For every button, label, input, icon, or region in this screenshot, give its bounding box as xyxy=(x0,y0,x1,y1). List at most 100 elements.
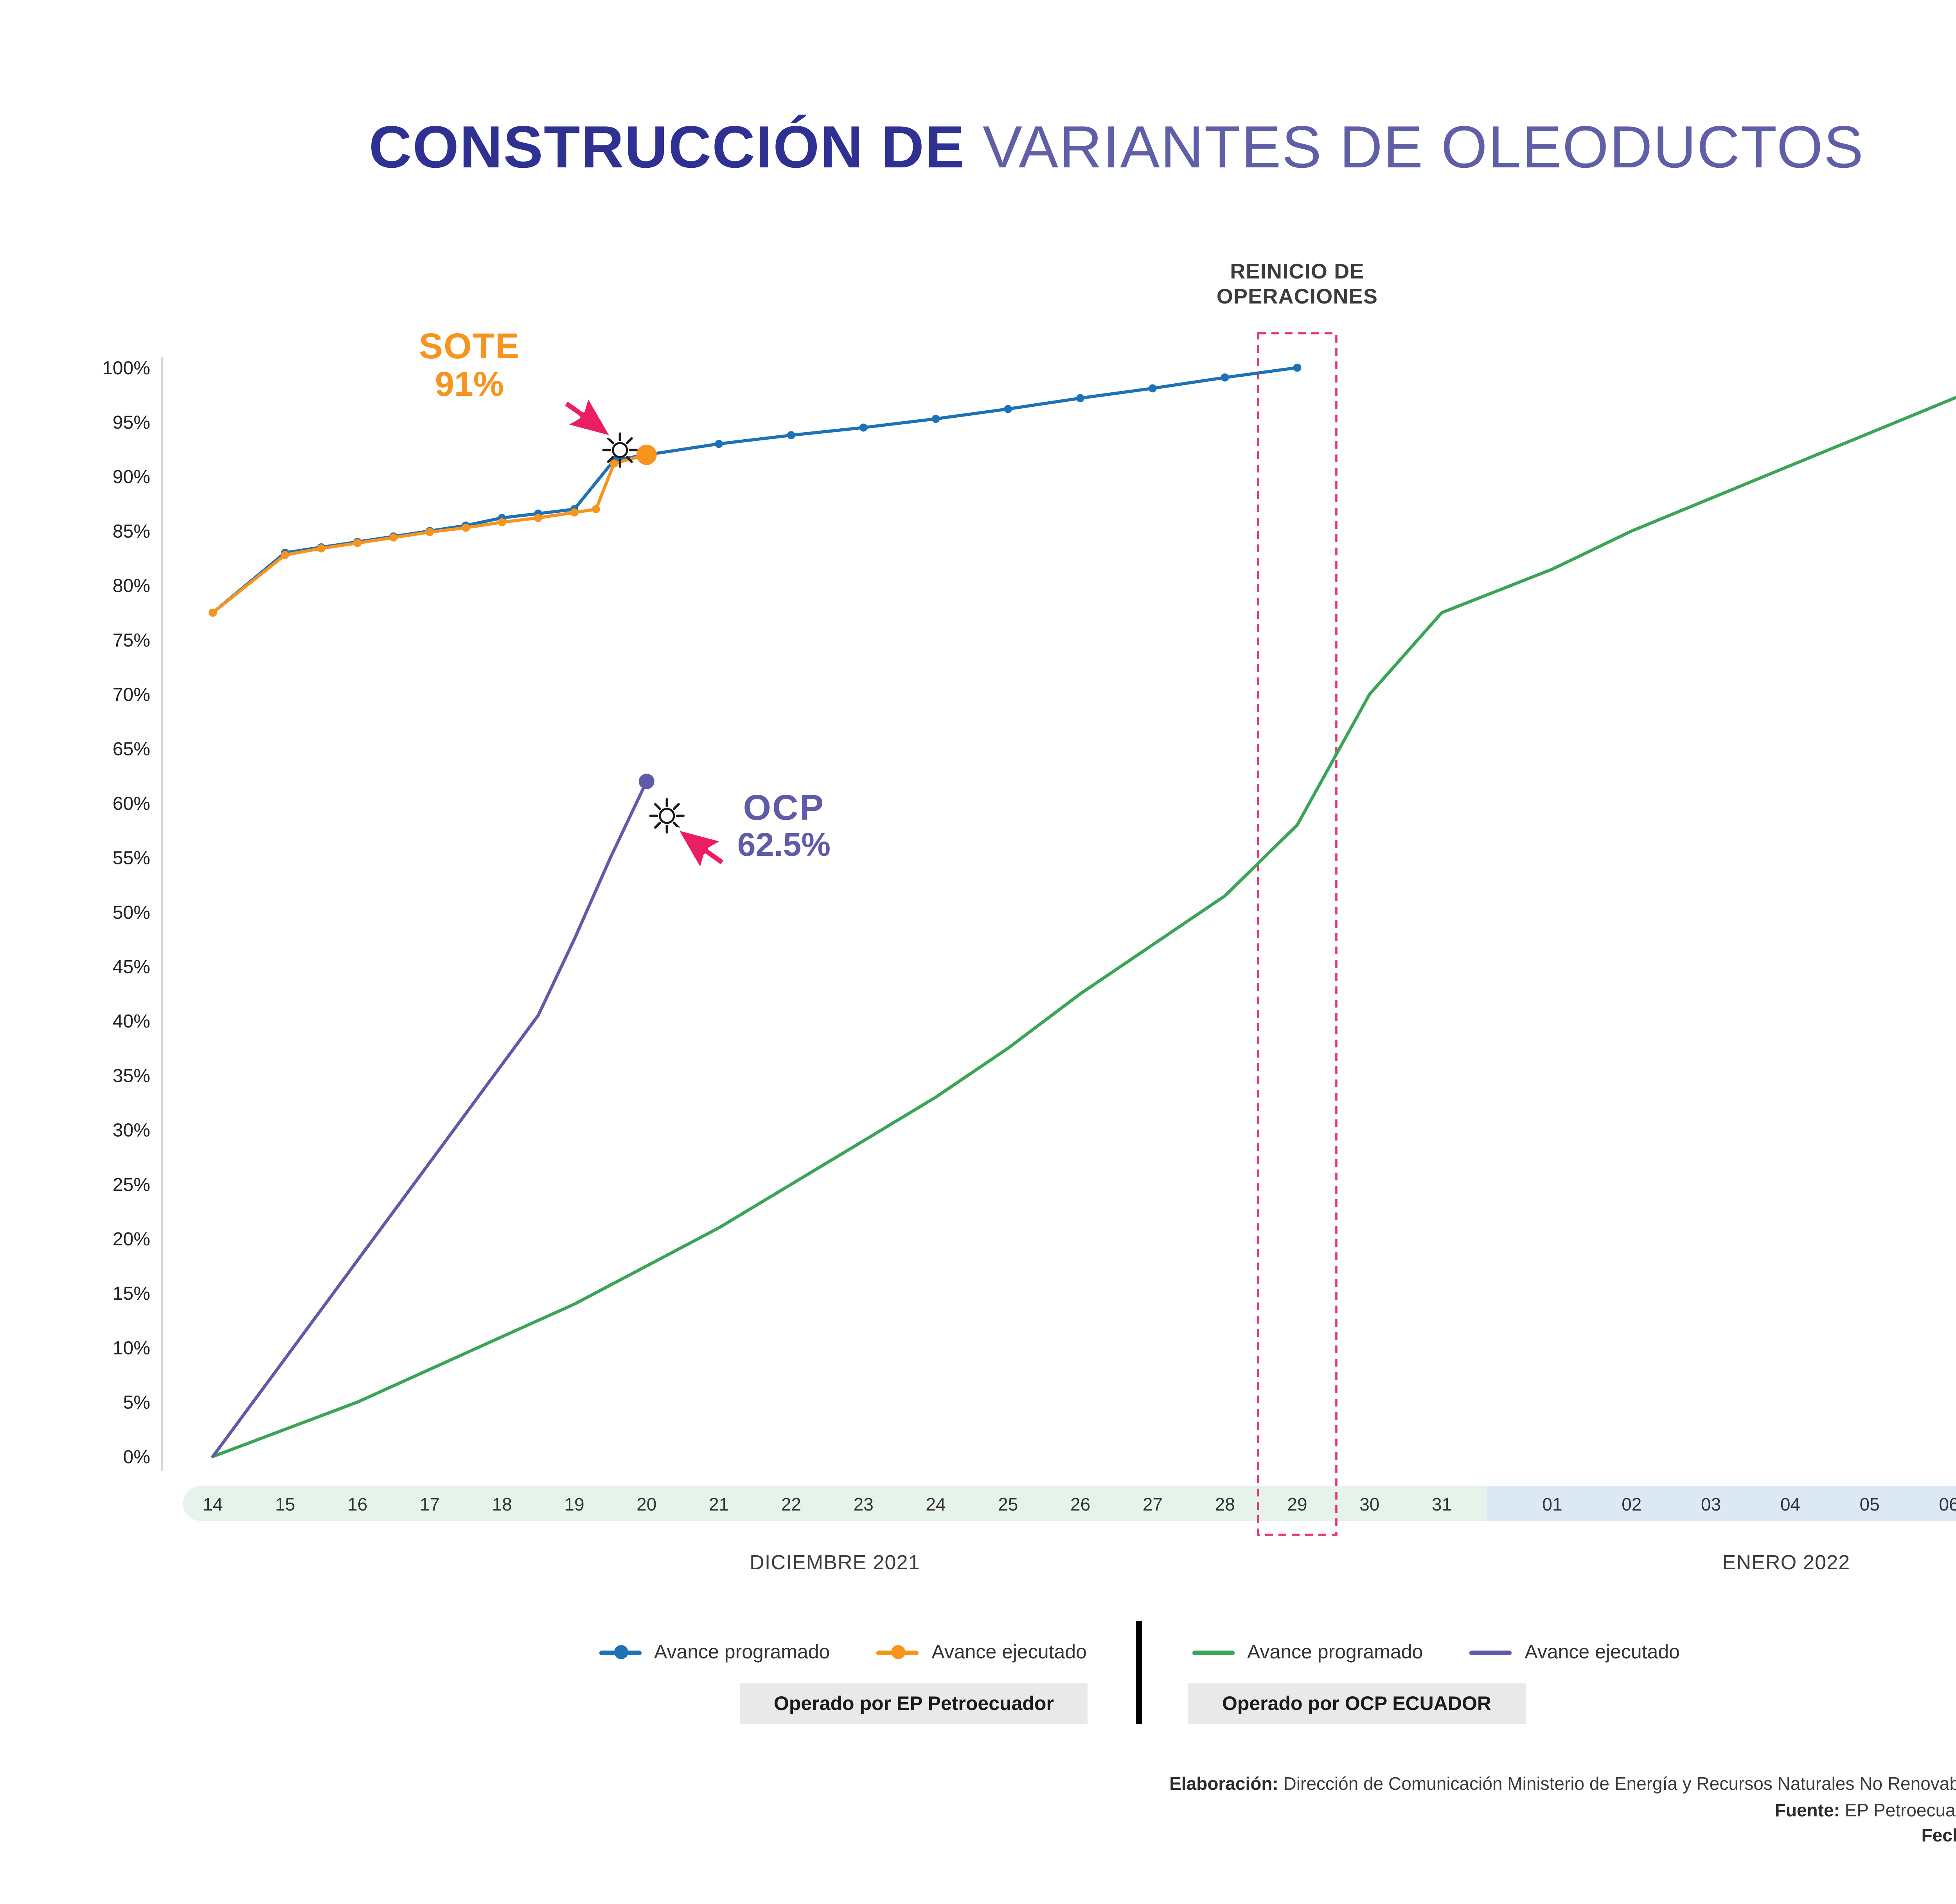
ocp-callout: OCP 62.5% xyxy=(701,787,867,864)
legend-item-ocp-programado: Avance programado xyxy=(1192,1641,1423,1663)
y-tick-label: 70% xyxy=(113,684,150,705)
x-tick-label: 30 xyxy=(1359,1494,1379,1514)
x-tick-label: 14 xyxy=(203,1494,223,1514)
legend-label-ocp-ejecutado: Avance ejecutado xyxy=(1525,1641,1680,1663)
legend-label-sote-programado: Avance programado xyxy=(654,1641,830,1663)
series-end-dot-ocp_ejecutado xyxy=(638,773,654,789)
series-end-dot-sote_ejecutado xyxy=(636,444,657,465)
reinicio-line2: OPERACIONES xyxy=(1216,285,1378,309)
x-tick-label: 03 xyxy=(1701,1494,1721,1514)
y-tick-label: 60% xyxy=(113,793,150,814)
series-marker xyxy=(787,431,795,440)
credits-elaboracion-label: Elaboración: xyxy=(1169,1776,1278,1794)
legend-label-sote-ejecutado: Avance ejecutado xyxy=(931,1641,1087,1663)
x-tick-label: 15 xyxy=(275,1494,295,1514)
operator-badge-ocp-ecuador: Operado por OCP ECUADOR xyxy=(1188,1683,1526,1724)
series-marker xyxy=(534,514,542,522)
series-marker xyxy=(353,539,361,547)
y-tick-label: 55% xyxy=(113,848,150,869)
x-tick-label: 16 xyxy=(347,1494,367,1514)
sote-callout-value: 91% xyxy=(435,365,504,404)
series-marker xyxy=(1293,363,1302,372)
series-marker xyxy=(498,518,506,526)
cursor-pointer-icon xyxy=(674,826,727,872)
x-axis-day-labels: 14 15 16 17 18 19 20 21 22 23 24 25 26 27 28 29 30 31 01 02… xyxy=(203,1494,1956,1514)
series-marker xyxy=(610,459,618,468)
y-tick-label: 5% xyxy=(123,1392,150,1413)
legend-line-orange-icon xyxy=(877,1645,919,1659)
credits-fuente-label: Fuente: xyxy=(1774,1802,1840,1821)
series-marker xyxy=(426,528,434,536)
y-tick-label: 35% xyxy=(113,1065,150,1086)
x-tick-label: 19 xyxy=(564,1494,584,1514)
series-marker xyxy=(715,440,723,448)
sote-callout-name: SOTE xyxy=(419,325,520,366)
series-marker xyxy=(859,423,868,432)
legend-divider xyxy=(1136,1621,1142,1724)
y-tick-label: 50% xyxy=(113,902,150,923)
click-sparkle-icon xyxy=(649,798,685,834)
x-tick-label: 29 xyxy=(1287,1494,1307,1514)
page-title-regular: VARIANTES DE OLEODUCTOS xyxy=(982,116,1864,181)
series-ocp_ejecutado xyxy=(211,780,648,1458)
x-tick-label: 17 xyxy=(420,1494,440,1514)
credits: Elaboración: Dirección de Comunicación M… xyxy=(1169,1773,1956,1851)
x-tick-label: 27 xyxy=(1143,1494,1163,1514)
series-ocp_programado xyxy=(211,395,1956,1458)
y-tick-label: 75% xyxy=(113,630,150,651)
series-sote_programado xyxy=(211,366,1299,614)
x-tick-label: 01 xyxy=(1542,1494,1562,1514)
y-tick-label: 30% xyxy=(113,1120,150,1141)
legend-item-ocp-ejecutado: Avance ejecutado xyxy=(1470,1641,1680,1663)
operator-badge-ep-petroecuador: Operado por EP Petroecuador xyxy=(740,1683,1088,1724)
legend-label-ocp-programado: Avance programado xyxy=(1247,1641,1423,1663)
y-axis-labels: 0% 5% 10% 15% 20% 25% 30% 35% 40% 45% 50% 55% 60% 65%… xyxy=(102,358,150,1468)
legend-line-purple-icon xyxy=(1470,1650,1512,1654)
x-tick-label: 23 xyxy=(854,1494,874,1514)
page-title: CONSTRUCCIÓN DE VARIANTES DE OLEODUCTOS xyxy=(0,116,1956,183)
ocp-callout-value: 62.5% xyxy=(737,828,831,864)
reinicio-highlight-box xyxy=(1257,332,1338,1536)
y-tick-label: 25% xyxy=(113,1175,150,1195)
page-title-bold: CONSTRUCCIÓN DE xyxy=(369,116,965,181)
credits-fuente: Fuente: EP Petroecuador, ARC, OCP xyxy=(1169,1799,1956,1825)
click-sparkle-icon xyxy=(602,432,638,468)
x-tick-label: 20 xyxy=(636,1494,656,1514)
series-marker xyxy=(317,544,325,553)
x-tick-label: 05 xyxy=(1860,1494,1880,1514)
y-tick-label: 45% xyxy=(113,957,150,977)
y-tick-label: 0% xyxy=(123,1447,150,1468)
series-marker xyxy=(592,505,600,514)
series-marker xyxy=(1149,384,1157,393)
y-tick-label: 65% xyxy=(113,739,150,760)
y-tick-label: 85% xyxy=(113,521,150,542)
series-marker xyxy=(1004,405,1012,413)
series-marker xyxy=(1076,394,1085,402)
y-tick-label: 100% xyxy=(102,358,150,379)
x-tick-label: 24 xyxy=(926,1494,946,1514)
legend-item-sote-programado: Avance programado xyxy=(599,1641,830,1663)
y-tick-label: 80% xyxy=(113,576,150,596)
y-tick-label: 20% xyxy=(113,1229,150,1250)
legend-line-green-icon xyxy=(1192,1650,1235,1654)
series-marker xyxy=(281,551,289,559)
x-tick-label: 31 xyxy=(1432,1494,1452,1514)
axis-band-december xyxy=(203,1486,1487,1521)
x-tick-label: 28 xyxy=(1215,1494,1235,1514)
credits-fecha-label: Fecha: xyxy=(1921,1828,1956,1847)
legend-dot-blue-icon xyxy=(613,1645,627,1659)
y-tick-label: 40% xyxy=(113,1011,150,1032)
credits-elaboracion-text: Dirección de Comunicación Ministerio de … xyxy=(1283,1776,1956,1794)
legend-dot-orange-icon xyxy=(891,1645,905,1659)
ocp-callout-name: OCP xyxy=(743,787,825,828)
x-tick-label: 02 xyxy=(1622,1494,1641,1514)
credits-fecha: Fecha: 20-12-2021 xyxy=(1169,1825,1956,1851)
series-marker xyxy=(209,609,217,617)
series-marker xyxy=(1221,373,1229,382)
y-tick-label: 95% xyxy=(113,412,150,433)
legend-line-blue-icon xyxy=(599,1645,642,1659)
series-marker xyxy=(389,533,398,542)
legend-ocp: Avance programado Avance ejecutado xyxy=(1192,1641,1680,1663)
